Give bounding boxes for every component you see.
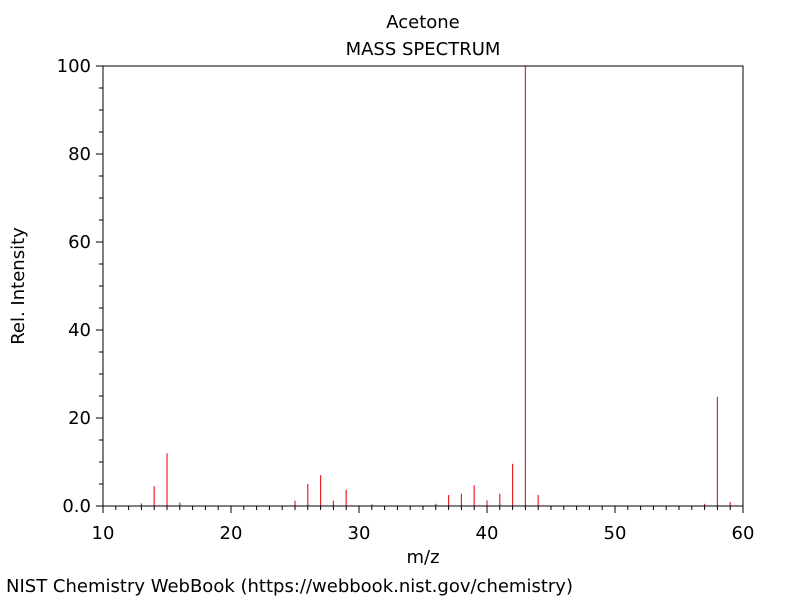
x-tick-label: 20 (220, 523, 243, 544)
source-footer: NIST Chemistry WebBook (https://webbook.… (6, 576, 573, 597)
x-axis-label: m/z (406, 547, 439, 568)
y-axis-label: Rel. Intensity (8, 227, 29, 345)
y-tick-label: 0.0 (62, 496, 91, 517)
x-tick-label: 60 (732, 523, 755, 544)
chart-subtitle: MASS SPECTRUM (346, 39, 501, 60)
y-tick-labels: 0.0 20 40 60 80 100 (57, 56, 91, 517)
plot-frame (102, 65, 744, 507)
y-tick-label: 20 (68, 408, 91, 429)
peak-series (140, 66, 731, 506)
x-tick-label: 50 (604, 523, 627, 544)
y-tick-label: 80 (68, 144, 91, 165)
axis-ticks (96, 65, 744, 513)
x-tick-label: 40 (476, 523, 499, 544)
y-tick-label: 100 (57, 56, 91, 77)
y-tick-label: 60 (68, 232, 91, 253)
x-tick-label: 10 (92, 523, 115, 544)
x-tick-labels: 10 20 30 40 50 60 (92, 523, 755, 544)
chart-title: Acetone (386, 12, 460, 33)
x-tick-label: 30 (348, 523, 371, 544)
y-tick-label: 40 (68, 320, 91, 341)
